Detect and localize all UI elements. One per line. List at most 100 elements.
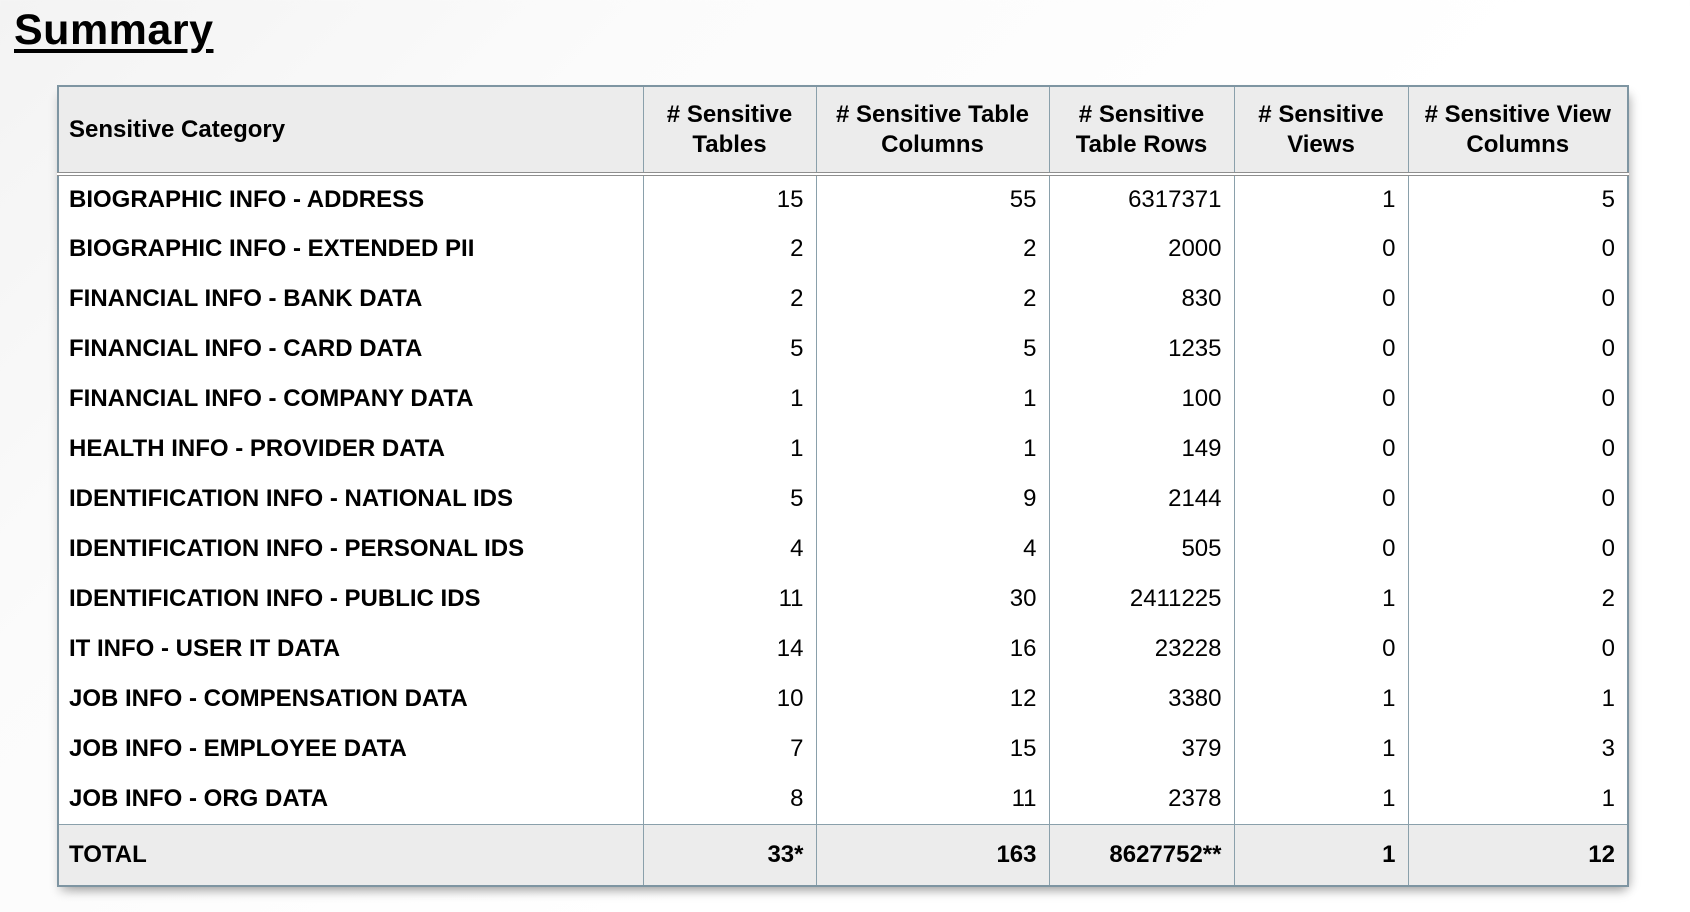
views-cell: 0 <box>1233 524 1408 574</box>
views-cell: 0 <box>1233 424 1408 474</box>
page-title: Summary <box>14 6 214 54</box>
category-cell: JOB INFO - COMPENSATION DATA <box>69 685 468 712</box>
table-columns-cell: 55 <box>815 174 1049 224</box>
views-cell: 0 <box>1233 474 1408 524</box>
view-columns-cell: 5 <box>1407 174 1628 224</box>
tables-cell: 2 <box>642 274 816 324</box>
views-cell: 0 <box>1233 324 1408 374</box>
category-cell: IDENTIFICATION INFO - PUBLIC IDS <box>69 585 481 612</box>
table-row: FINANCIAL INFO - BANK DATA 2 2 830 0 0 <box>58 274 1628 324</box>
category-cell: BIOGRAPHIC INFO - ADDRESS <box>69 186 425 213</box>
category-cell: FINANCIAL INFO - BANK DATA <box>69 285 423 312</box>
summary-table-body: BIOGRAPHIC INFO - ADDRESS 15 55 6317371 … <box>58 174 1628 886</box>
column-header-sensitive-views: # Sensitive Views <box>1233 86 1408 176</box>
table-rows-cell: 2378 <box>1048 774 1234 824</box>
tables-cell: 4 <box>642 524 816 574</box>
tables-cell: 2 <box>642 224 816 274</box>
views-cell: 1 <box>1233 174 1408 224</box>
summary-table-header: Sensitive Category # Sensitive Tables # … <box>58 86 1628 176</box>
table-columns-cell: 1 <box>815 424 1049 474</box>
tables-cell: 15 <box>642 174 816 224</box>
views-cell: 0 <box>1233 224 1408 274</box>
table-rows-cell: 830 <box>1048 274 1234 324</box>
tables-cell: 1 <box>642 374 816 424</box>
table-row: JOB INFO - EMPLOYEE DATA 7 15 379 1 3 <box>58 724 1628 774</box>
table-row: HEALTH INFO - PROVIDER DATA 1 1 149 0 0 <box>58 424 1628 474</box>
table-rows-cell: 2411225 <box>1048 574 1234 624</box>
category-cell: IDENTIFICATION INFO - PERSONAL IDS <box>69 535 525 562</box>
table-columns-cell: 5 <box>815 324 1049 374</box>
column-header-sensitive-table-columns: # Sensitive Table Columns <box>815 86 1049 176</box>
category-cell: BIOGRAPHIC INFO - EXTENDED PII <box>69 235 475 262</box>
view-columns-cell: 1 <box>1407 774 1628 824</box>
table-row: IDENTIFICATION INFO - PERSONAL IDS 4 4 5… <box>58 524 1628 574</box>
view-columns-cell: 2 <box>1407 574 1628 624</box>
views-cell: 0 <box>1233 624 1408 674</box>
total-table-columns-cell: 163 <box>815 823 1049 886</box>
table-columns-cell: 4 <box>815 524 1049 574</box>
table-rows-cell: 149 <box>1048 424 1234 474</box>
view-columns-cell: 0 <box>1407 624 1628 674</box>
tables-cell: 14 <box>642 624 816 674</box>
header-row: Sensitive Category # Sensitive Tables # … <box>58 86 1628 176</box>
view-columns-cell: 0 <box>1407 374 1628 424</box>
view-columns-cell: 0 <box>1407 424 1628 474</box>
table-columns-cell: 30 <box>815 574 1049 624</box>
view-columns-cell: 0 <box>1407 524 1628 574</box>
tables-cell: 11 <box>642 574 816 624</box>
table-columns-cell: 9 <box>815 474 1049 524</box>
total-tables-cell: 33* <box>642 823 816 886</box>
category-cell: HEALTH INFO - PROVIDER DATA <box>69 435 445 462</box>
category-cell: IDENTIFICATION INFO - NATIONAL IDS <box>69 485 513 512</box>
table-columns-cell: 1 <box>815 374 1049 424</box>
total-views-cell: 1 <box>1233 823 1408 886</box>
column-header-sensitive-category: Sensitive Category <box>58 86 643 176</box>
view-columns-cell: 0 <box>1407 274 1628 324</box>
column-header-sensitive-table-rows: # Sensitive Table Rows <box>1048 86 1234 176</box>
table-rows-cell: 1235 <box>1048 324 1234 374</box>
view-columns-cell: 1 <box>1407 674 1628 724</box>
view-columns-cell: 3 <box>1407 724 1628 774</box>
table-row: BIOGRAPHIC INFO - EXTENDED PII 2 2 2000 … <box>58 224 1628 274</box>
table-columns-cell: 2 <box>815 274 1049 324</box>
table-rows-cell: 6317371 <box>1048 174 1234 224</box>
views-cell: 1 <box>1233 724 1408 774</box>
table-row: FINANCIAL INFO - COMPANY DATA 1 1 100 0 … <box>58 374 1628 424</box>
table-rows-cell: 2000 <box>1048 224 1234 274</box>
category-cell: JOB INFO - EMPLOYEE DATA <box>69 735 407 762</box>
table-columns-cell: 11 <box>815 774 1049 824</box>
total-label-cell: TOTAL <box>58 823 643 886</box>
category-cell: JOB INFO - ORG DATA <box>69 784 329 812</box>
table-rows-cell: 505 <box>1048 524 1234 574</box>
table-rows-cell: 3380 <box>1048 674 1234 724</box>
view-columns-cell: 0 <box>1407 224 1628 274</box>
total-row: TOTAL 33* 163 8627752** 1 12 <box>58 823 1628 886</box>
category-cell: IT INFO - USER IT DATA <box>69 635 341 662</box>
tables-cell: 5 <box>642 324 816 374</box>
views-cell: 1 <box>1233 674 1408 724</box>
tables-cell: 10 <box>642 674 816 724</box>
column-header-sensitive-tables: # Sensitive Tables <box>642 86 816 176</box>
table-columns-cell: 12 <box>815 674 1049 724</box>
view-columns-cell: 0 <box>1407 324 1628 374</box>
tables-cell: 7 <box>642 724 816 774</box>
view-columns-cell: 0 <box>1407 474 1628 524</box>
table-columns-cell: 16 <box>815 624 1049 674</box>
table-row: IT INFO - USER IT DATA 14 16 23228 0 0 <box>58 624 1628 674</box>
table-rows-cell: 379 <box>1048 724 1234 774</box>
table-rows-cell: 100 <box>1048 374 1234 424</box>
table-columns-cell: 15 <box>815 724 1049 774</box>
total-table-rows-cell: 8627752** <box>1048 823 1234 886</box>
tables-cell: 8 <box>642 774 816 824</box>
category-cell: FINANCIAL INFO - COMPANY DATA <box>69 385 474 412</box>
category-cell: FINANCIAL INFO - CARD DATA <box>69 335 423 362</box>
table-row: FINANCIAL INFO - CARD DATA 5 5 1235 0 0 <box>58 324 1628 374</box>
summary-table: Sensitive Category # Sensitive Tables # … <box>57 85 1629 887</box>
table-columns-cell: 2 <box>815 224 1049 274</box>
table-row: JOB INFO - COMPENSATION DATA 10 12 3380 … <box>58 674 1628 724</box>
total-view-columns-cell: 12 <box>1407 823 1628 886</box>
views-cell: 1 <box>1233 574 1408 624</box>
table-row: IDENTIFICATION INFO - NATIONAL IDS 5 9 2… <box>58 474 1628 524</box>
views-cell: 0 <box>1233 374 1408 424</box>
table-row: IDENTIFICATION INFO - PUBLIC IDS 11 30 2… <box>58 574 1628 624</box>
